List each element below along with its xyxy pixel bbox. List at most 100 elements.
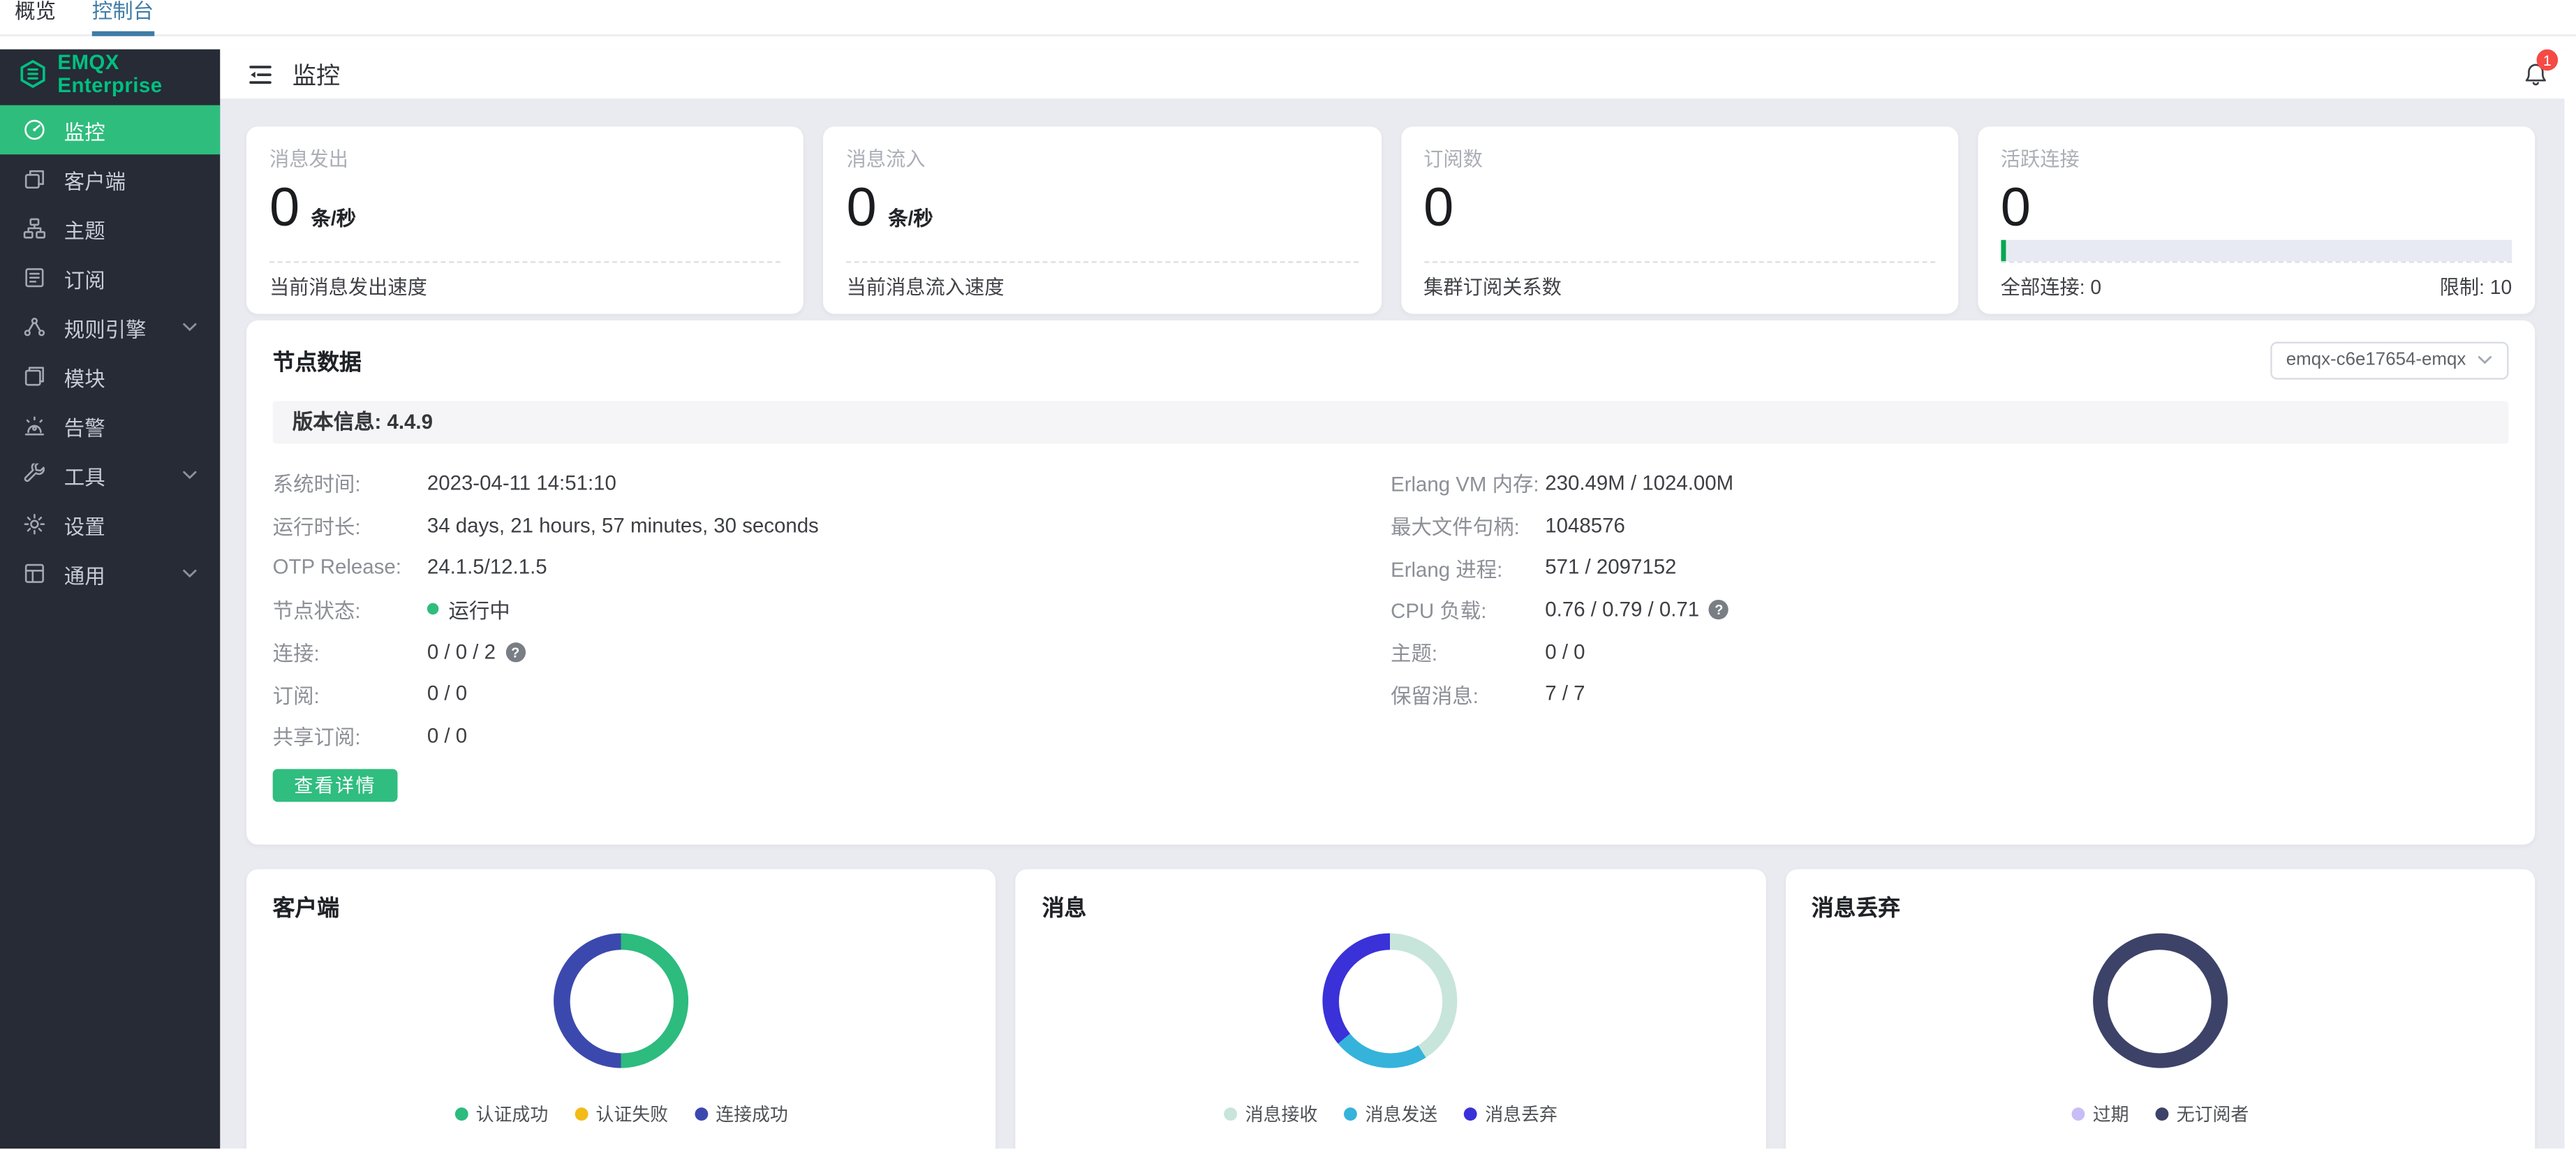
info-row: Erlang VM 内存: 230.49M / 1024.00M (1391, 471, 1734, 497)
sidebar-item-label: 设置 (64, 515, 105, 538)
sidebar-item-label: 工具 (64, 466, 105, 489)
stat-unit: 条/秒 (888, 207, 933, 230)
sidebar: EMQX Enterprise 监控 (0, 49, 221, 1149)
legend-dot (574, 1107, 588, 1121)
help-icon[interactable]: ? (1709, 599, 1729, 619)
info-row: 运行时长: 34 days, 21 hours, 57 minutes, 30 s… (272, 513, 819, 539)
legend-item[interactable]: 消息丢弃 (1463, 1101, 1557, 1128)
main-area: 监控 1 消息发出 (220, 49, 2576, 1149)
sidebar-item-label: 订阅 (64, 268, 105, 292)
modules-icon (23, 364, 46, 388)
rule-engine-icon (23, 316, 46, 339)
page-title: 监控 (292, 63, 341, 90)
legend-dot (1343, 1107, 1357, 1121)
stat-card-messages-out: 消息发出 0 条/秒 当前消息发出速度 (246, 126, 804, 314)
legend-item[interactable]: 认证失败 (574, 1101, 668, 1128)
stat-title: 订阅数 (1423, 147, 1483, 171)
sidebar-item-alerts[interactable]: 告警 (0, 401, 220, 450)
tab-console[interactable]: 控制台 (91, 0, 154, 36)
info-row: 共享订阅: 0 / 0 (272, 724, 468, 751)
chart-legend: 过期 无订阅者 (2071, 1101, 2249, 1128)
sidebar-menu: 监控 客户端 主题 (0, 105, 221, 598)
top-tab-bar: 概览 控制台 (0, 0, 2576, 36)
page-header: 监控 1 (220, 49, 2576, 99)
chart-legend: 消息接收 消息发送 消息丢弃 (1224, 1101, 1557, 1128)
connections-progress-fill (2000, 239, 2007, 262)
sidebar-item-label: 模块 (64, 367, 105, 390)
sidebar-item-label: 客户端 (64, 170, 126, 193)
scrollbar-gutter[interactable] (2564, 49, 2576, 1149)
stat-unit: 条/秒 (311, 207, 356, 230)
messages-chart-card: 消息 消息接收 消息发送 消息丢弃 (1016, 869, 1766, 1149)
legend-item[interactable]: 消息发送 (1343, 1101, 1437, 1128)
stat-value: 0 (2000, 175, 2031, 237)
version-banner: 版本信息: 4.4.9 (272, 401, 2509, 444)
stat-footer-left: 全部连接: 0 (2000, 276, 2102, 300)
chart-title: 客户端 (272, 895, 339, 920)
sidebar-item-general[interactable]: 通用 (0, 549, 220, 598)
help-icon[interactable]: ? (505, 642, 526, 662)
legend-dot (1224, 1107, 1238, 1121)
donut-hole (569, 949, 674, 1053)
legend-item[interactable]: 过期 (2071, 1101, 2129, 1128)
node-status: 运行中 (448, 600, 510, 624)
sidebar-item-modules[interactable]: 模块 (0, 352, 220, 401)
chevron-down-icon (2478, 355, 2492, 364)
stat-title: 消息发出 (269, 147, 348, 171)
notification-badge: 1 (2536, 49, 2559, 71)
app-frame: EMQX Enterprise 监控 (0, 49, 2576, 1149)
subscriptions-icon (23, 266, 46, 289)
tab-overview[interactable]: 概览 (15, 0, 57, 23)
stat-footer-right: 限制: 10 (2439, 276, 2512, 300)
stat-value: 0 (1423, 175, 1454, 237)
chevron-down-icon (182, 470, 197, 480)
stat-title: 消息流入 (846, 147, 926, 171)
sidebar-item-label: 告警 (64, 416, 105, 440)
chart-title: 消息 (1042, 895, 1087, 920)
stat-card-messages-in: 消息流入 0 条/秒 当前消息流入速度 (823, 126, 1381, 314)
sidebar-item-settings[interactable]: 设置 (0, 499, 220, 549)
sidebar-item-label: 通用 (64, 564, 105, 588)
dropped-messages-chart-card: 消息丢弃 过期 无订阅者 (1785, 869, 2536, 1149)
charts-row: 客户端 认证成功 认证失败 连接成功 消息 消息接收 消息发送 (246, 869, 2536, 1149)
sidebar-item-monitoring[interactable]: 监控 (0, 105, 221, 155)
stat-footer: 当前消息流入速度 (846, 276, 1005, 300)
legend-dot (1463, 1107, 1477, 1121)
sidebar-item-tools[interactable]: 工具 (0, 450, 220, 500)
legend-dot (2071, 1107, 2085, 1121)
clients-donut-chart (554, 933, 689, 1068)
info-row: Erlang 进程: 571 / 2097152 (1391, 555, 1677, 582)
info-row: 节点状态: 运行中 (273, 589, 1391, 631)
view-details-button[interactable]: 查看详情 (272, 768, 398, 802)
menu-fold-icon[interactable] (248, 61, 272, 86)
tools-icon (23, 463, 46, 487)
sidebar-item-rule-engine[interactable]: 规则引擎 (0, 302, 220, 352)
node-data-card: 节点数据 emqx-c6e17654-emqx 版本信息: 4.4.9 系统时间… (246, 320, 2536, 845)
chart-legend: 认证成功 认证失败 连接成功 (454, 1101, 788, 1128)
legend-item[interactable]: 无订阅者 (2155, 1101, 2249, 1128)
settings-icon (23, 513, 46, 536)
legend-item[interactable]: 连接成功 (694, 1101, 788, 1128)
node-select[interactable]: emqx-c6e17654-emqx (2270, 341, 2509, 379)
notifications-button[interactable]: 1 (2524, 49, 2559, 87)
legend-item[interactable]: 消息接收 (1224, 1101, 1317, 1128)
chart-title: 消息丢弃 (1811, 895, 1900, 920)
sidebar-item-label: 主题 (64, 219, 105, 243)
sidebar-item-label: 监控 (64, 120, 105, 144)
alerts-icon (23, 414, 46, 437)
stat-footer: 当前消息发出速度 (269, 276, 427, 300)
info-row: 最大文件句柄: 1048576 (1391, 513, 1625, 539)
legend-item[interactable]: 认证成功 (454, 1101, 548, 1128)
info-row: 系统时间: 2023-04-11 14:51:10 (272, 471, 616, 497)
content: 消息发出 0 条/秒 当前消息发出速度 消息流入 0 条/秒 当前消 (220, 98, 2576, 1149)
brand-logo: EMQX Enterprise (0, 50, 220, 99)
sidebar-item-clients[interactable]: 客户端 (0, 154, 220, 204)
sidebar-item-topics[interactable]: 主题 (0, 204, 220, 253)
legend-dot (2155, 1107, 2168, 1121)
clients-chart-card: 客户端 认证成功 认证失败 连接成功 (246, 869, 996, 1149)
sidebar-item-label: 规则引擎 (64, 318, 147, 341)
stat-cards-row: 消息发出 0 条/秒 当前消息发出速度 消息流入 0 条/秒 当前消 (246, 126, 2536, 314)
sidebar-item-subscriptions[interactable]: 订阅 (0, 253, 220, 302)
node-section-title: 节点数据 (272, 350, 362, 375)
